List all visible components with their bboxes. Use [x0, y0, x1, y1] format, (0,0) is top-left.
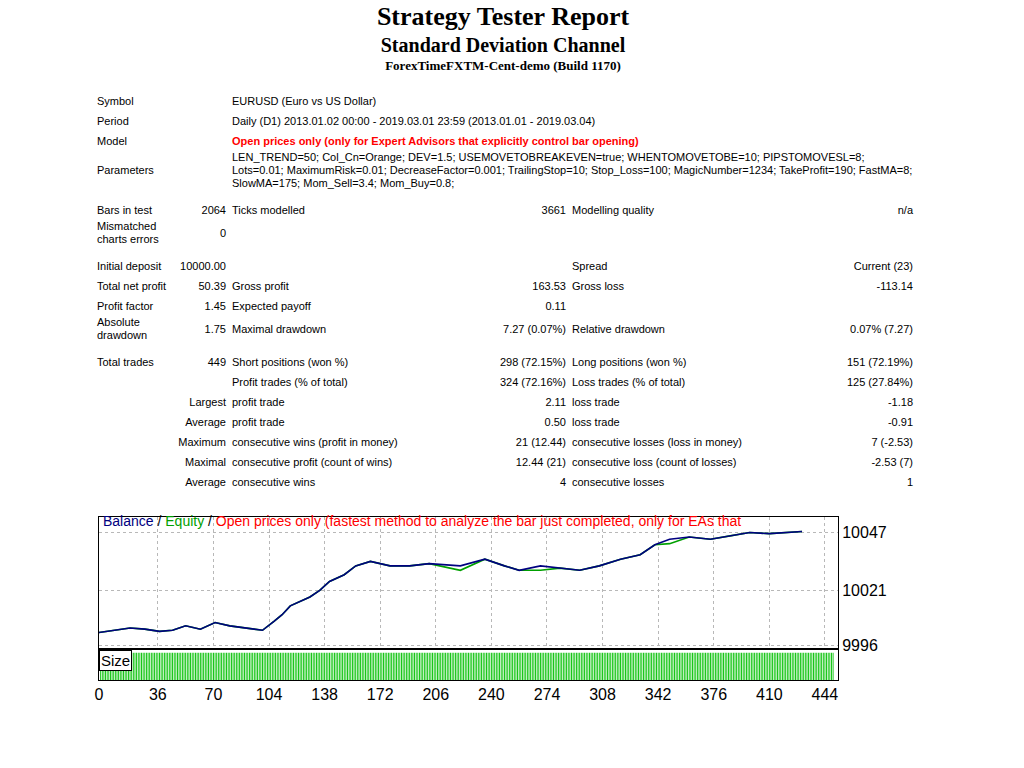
- html-text:-113.14: -113.14: [876, 279, 913, 292]
- html-text:n/a: n/a: [897, 203, 913, 216]
- html-text:consecutive losses (loss in mo: consecutive losses (loss in money): [572, 435, 742, 448]
- html-text:Period: Period: [97, 114, 129, 127]
- html-text:profit trade: profit trade: [232, 415, 285, 428]
- html-text:Symbol: Symbol: [97, 94, 134, 107]
- html-text:-0.91: -0.91: [887, 415, 913, 428]
- html-text:0.07% (7.27): 0.07% (7.27): [850, 322, 913, 335]
- html-text:0.50: 0.50: [544, 415, 566, 428]
- html-text:loss trade: loss trade: [572, 395, 620, 408]
- svg-text:104: 104: [256, 686, 283, 703]
- html-text:Gross loss: Gross loss: [572, 279, 624, 292]
- svg-text:0: 0: [95, 686, 104, 703]
- html-text:Ticks modelled: Ticks modelled: [232, 203, 305, 216]
- svg-text:444: 444: [812, 686, 839, 703]
- svg-text:410: 410: [756, 686, 783, 703]
- html-text:Profit factor: Profit factor: [97, 299, 154, 312]
- svg-text:Size: Size: [101, 652, 130, 669]
- svg-text:172: 172: [367, 686, 394, 703]
- html-text:12.44 (21): 12.44 (21): [515, 455, 566, 468]
- svg-text:138: 138: [311, 686, 338, 703]
- html-text:Maximum: Maximum: [178, 435, 226, 448]
- html-text:Current (23): Current (23): [853, 259, 913, 272]
- html-text:1: 1: [906, 475, 913, 488]
- html-text:Largest: Largest: [189, 395, 226, 408]
- html-text:Expected payoff: Expected payoff: [232, 299, 311, 312]
- html-text:151 (72.19%): 151 (72.19%): [847, 355, 913, 368]
- svg-text:240: 240: [478, 686, 505, 703]
- html-text:Standard Deviation Channel: Standard Deviation Channel: [380, 34, 626, 56]
- html-text:7.27 (0.07%): 7.27 (0.07%): [503, 322, 566, 335]
- html-text:Modelling quality: Modelling quality: [572, 203, 654, 216]
- svg-text:70: 70: [205, 686, 223, 703]
- html-text:Model: Model: [97, 134, 127, 147]
- html-text:2064: 2064: [201, 203, 226, 216]
- svg-text:342: 342: [645, 686, 672, 703]
- html-text:Initial deposit: Initial deposit: [97, 259, 162, 272]
- html-text:0: 0: [219, 226, 226, 239]
- html-text:163.53: 163.53: [532, 279, 566, 292]
- html-text:Average: Average: [185, 415, 226, 428]
- html-text:Short positions (won %): Short positions (won %): [232, 355, 349, 368]
- html-text:Mismatched charts errors: Mismatched charts errors: [97, 220, 159, 245]
- html-text:Profit trades (% of total): Profit trades (% of total): [232, 375, 348, 388]
- html-text:10000.00: 10000.00: [180, 259, 226, 272]
- html-text:loss trade: loss trade: [572, 415, 620, 428]
- html-text:324 (72.16%): 324 (72.16%): [500, 375, 566, 388]
- html-text:Maximal: Maximal: [185, 455, 226, 468]
- svg-text:308: 308: [589, 686, 616, 703]
- html-text:ForexTimeFXTM-Cent-demo (Build: ForexTimeFXTM-Cent-demo (Build 1170): [385, 58, 621, 73]
- html-text:Total trades: Total trades: [97, 355, 154, 368]
- html-text:-2.53 (7): -2.53 (7): [871, 455, 913, 468]
- html-text:consecutive losses: consecutive losses: [572, 475, 665, 488]
- svg-text:10021: 10021: [842, 582, 887, 599]
- html-text:Maximal drawdown: Maximal drawdown: [232, 322, 327, 335]
- html-text:1.45: 1.45: [204, 299, 226, 312]
- html-text:21 (12.44): 21 (12.44): [515, 435, 566, 448]
- html-text:Relative drawdown: Relative drawdown: [572, 322, 665, 335]
- svg-text:10047: 10047: [842, 524, 887, 541]
- html-text:Daily (D1) 2013.01.02 00:00 -: Daily (D1) 2013.01.02 00:00 - 2019.03.01…: [232, 114, 596, 127]
- html-text:Strategy Tester Report: Strategy Tester Report: [376, 2, 630, 31]
- html-text:Bars in test: Bars in test: [97, 203, 152, 216]
- html-text:Spread: Spread: [572, 259, 608, 272]
- html-text:Open prices only (only for Exp: Open prices only (only for Expert Adviso…: [232, 134, 639, 147]
- html-text:consecutive loss (count of los: consecutive loss (count of losses): [572, 455, 737, 468]
- svg-text:376: 376: [700, 686, 727, 703]
- html-text:Absolute drawdown: Absolute drawdown: [97, 316, 148, 341]
- html-text:7 (-2.53): 7 (-2.53): [871, 435, 913, 448]
- html-text:Average: Average: [185, 475, 226, 488]
- html-text:298 (72.15%): 298 (72.15%): [500, 355, 566, 368]
- html-text:1.75: 1.75: [204, 322, 226, 335]
- html-text:Loss trades (% of total): Loss trades (% of total): [572, 375, 686, 388]
- svg-text:9996: 9996: [842, 637, 878, 654]
- html-text:EURUSD (Euro vs US Dollar): EURUSD (Euro vs US Dollar): [232, 94, 377, 107]
- html-text:Gross profit: Gross profit: [232, 279, 289, 292]
- html-text:3661: 3661: [541, 203, 566, 216]
- html-text:Total net profit: Total net profit: [97, 279, 167, 292]
- html-text:consecutive wins (profit in mo: consecutive wins (profit in money): [232, 435, 398, 448]
- html-text:449: 449: [207, 355, 226, 368]
- html-text:LEN_TREND=50; Col_Cn=Orange; D: LEN_TREND=50; Col_Cn=Orange; DEV=1.5; US…: [232, 151, 913, 189]
- svg-text:274: 274: [534, 686, 561, 703]
- html-text:4: 4: [559, 475, 566, 488]
- html-text:Long positions (won %): Long positions (won %): [572, 355, 687, 368]
- html-text:profit trade: profit trade: [232, 395, 285, 408]
- html-text:50.39: 50.39: [198, 279, 226, 292]
- html-text:Balance / Equity / Open prices: Balance / Equity / Open prices only (fas…: [103, 513, 742, 529]
- html-text:0.11: 0.11: [545, 299, 566, 312]
- html-text:-1.18: -1.18: [887, 395, 913, 408]
- svg-text:36: 36: [149, 686, 167, 703]
- html-text:125 (27.84%): 125 (27.84%): [847, 375, 913, 388]
- html-text:consecutive profit (count of w: consecutive profit (count of wins): [232, 455, 393, 468]
- html-text:Parameters: Parameters: [97, 164, 154, 176]
- svg-text:206: 206: [422, 686, 449, 703]
- html-text:consecutive wins: consecutive wins: [232, 475, 316, 488]
- html-text:2.11: 2.11: [545, 395, 566, 408]
